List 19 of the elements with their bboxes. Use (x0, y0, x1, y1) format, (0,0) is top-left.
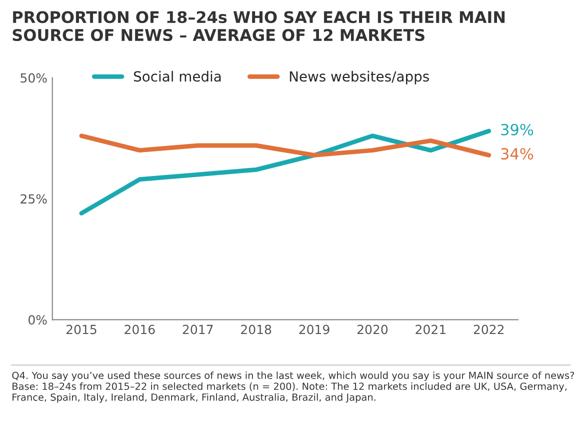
chart-title: PROPORTION OF 18–24s WHO SAY EACH IS THEIR MAIN SOURCE OF NEWS – AVERAGE OF 12 MARKETS (12, 11, 505, 42)
y-tick-label: 0% (28, 315, 47, 325)
y-tick-label: 50% (20, 73, 47, 83)
text: Q4. You say you’ve used these sources of news in the last week, which would you say is your MAIN source of news? Base: 18–24s from 2015–22 in selected markets (n = 200). Note: The 12 markets included are UK, USA, Germany, France, Spain, Italy, Ireland, Denmark, Finland, Australia, Brazil, and Japan. (12, 372, 574, 403)
x-tick-label: 2018 (241, 324, 272, 334)
legend-label: News websites/apps (290, 70, 429, 84)
x-tick-label: 2015 (66, 324, 96, 334)
data-label: 39% (501, 124, 534, 136)
x-tick-label: 2022 (474, 324, 504, 334)
x-tick-label: 2016 (124, 324, 155, 334)
legend-label: Social media (134, 70, 221, 82)
line-series (79, 128, 492, 216)
x-tick-label: 2019 (299, 324, 330, 334)
x-tick-label: 2021 (416, 324, 446, 334)
x-tick-label: 2017 (182, 324, 213, 334)
data-label: 34% (501, 148, 534, 160)
x-tick-label: 2020 (357, 324, 388, 334)
line-series (79, 134, 492, 158)
y-tick-label: 25% (20, 194, 47, 204)
